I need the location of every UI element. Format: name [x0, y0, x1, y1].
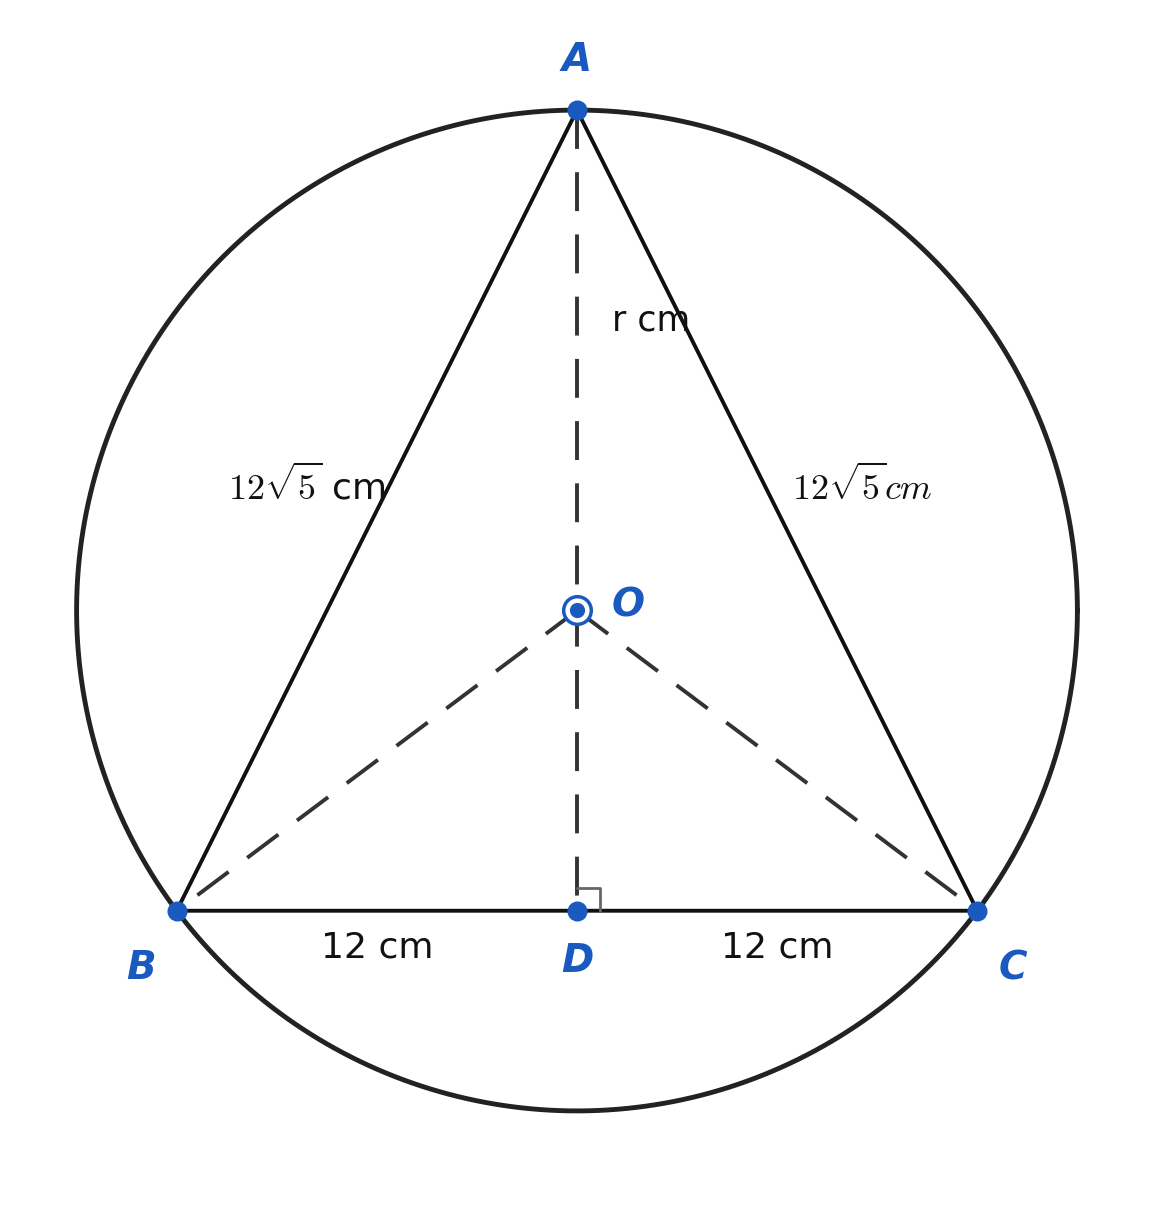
Text: O: O — [612, 586, 645, 624]
Point — [568, 601, 586, 620]
Point — [568, 100, 586, 120]
Text: D: D — [561, 943, 593, 980]
Point — [568, 901, 586, 921]
Text: B: B — [126, 949, 156, 988]
Point — [568, 601, 586, 620]
Text: A: A — [562, 40, 592, 78]
Text: C: C — [998, 949, 1027, 988]
Text: r cm: r cm — [612, 303, 690, 337]
Point — [167, 901, 186, 921]
Text: $12\sqrt{5}cm$: $12\sqrt{5}cm$ — [792, 464, 932, 507]
Point — [968, 901, 987, 921]
Text: 12 cm: 12 cm — [721, 930, 833, 965]
Text: 12 cm: 12 cm — [321, 930, 433, 965]
Text: $12\sqrt{5}$ cm: $12\sqrt{5}$ cm — [228, 464, 385, 507]
